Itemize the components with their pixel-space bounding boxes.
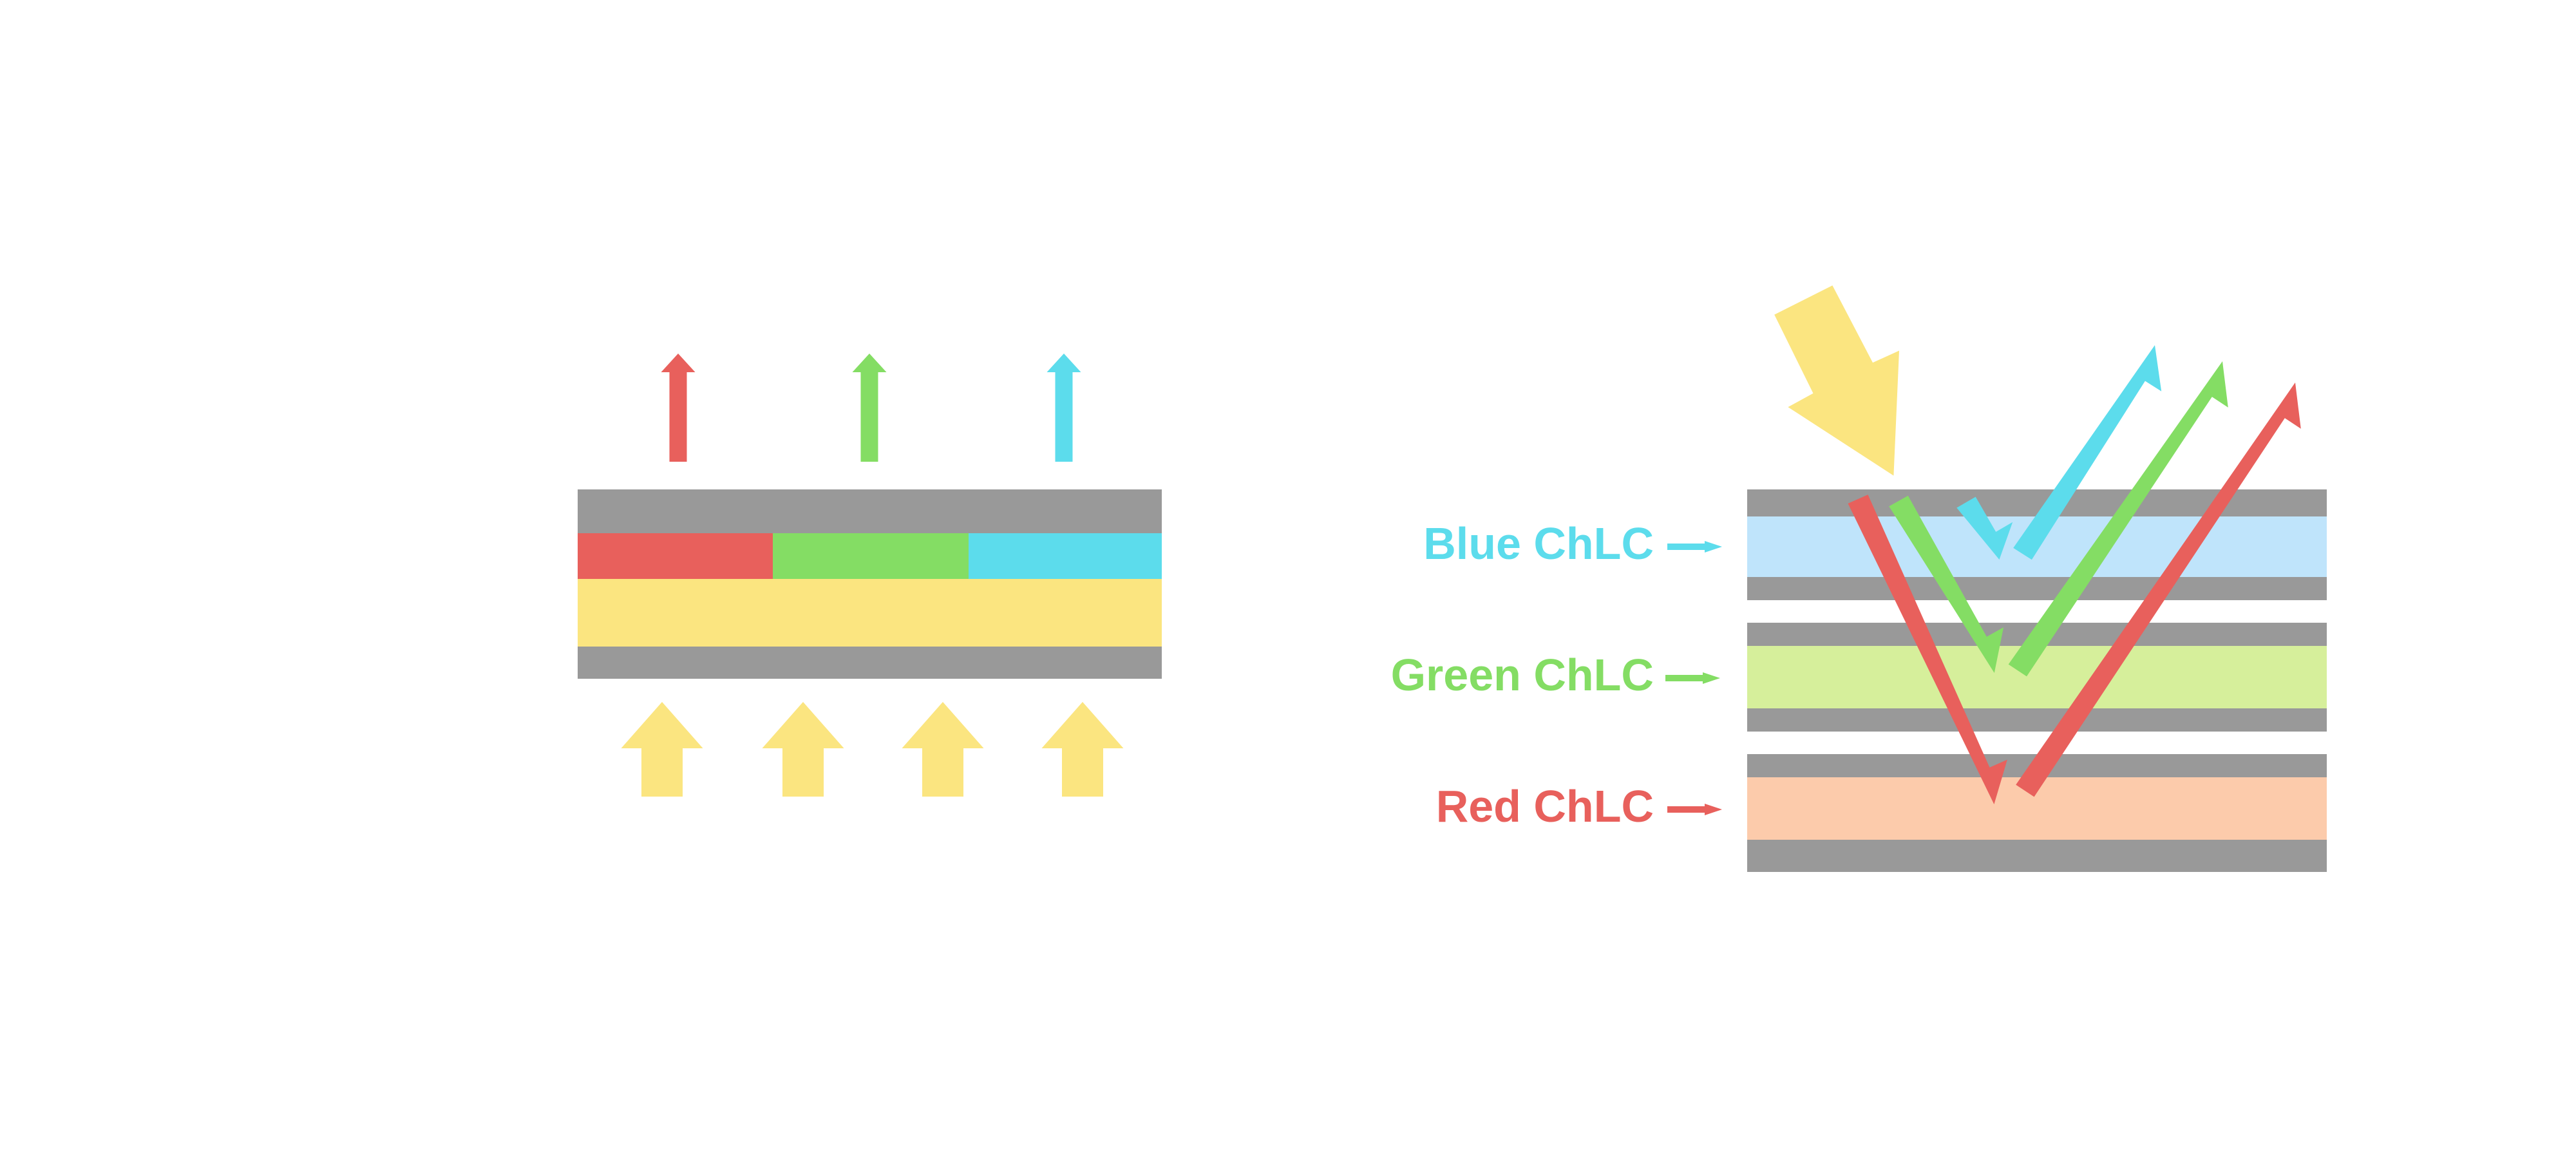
svg-text:Blue ChLC: Blue ChLC <box>1423 518 1654 569</box>
svg-text:Red ChLC: Red ChLC <box>1436 781 1654 831</box>
svg-text:Green ChLC: Green ChLC <box>1391 650 1654 700</box>
